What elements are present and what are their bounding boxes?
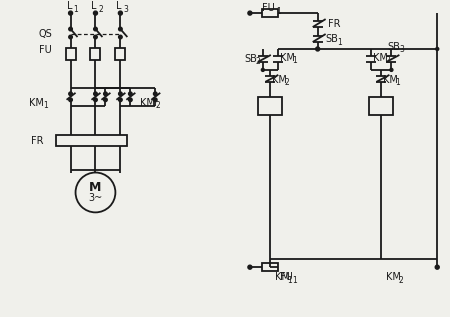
Circle shape xyxy=(261,68,264,71)
Circle shape xyxy=(119,98,122,101)
Circle shape xyxy=(129,92,132,96)
Text: 2: 2 xyxy=(99,5,103,14)
Circle shape xyxy=(104,98,107,101)
Text: L: L xyxy=(91,1,97,11)
Text: M: M xyxy=(89,181,102,194)
Text: 2: 2 xyxy=(385,56,390,65)
Circle shape xyxy=(153,98,157,101)
Circle shape xyxy=(248,11,252,15)
Bar xyxy=(258,97,282,115)
Circle shape xyxy=(94,35,97,39)
Text: 1: 1 xyxy=(292,56,297,65)
Circle shape xyxy=(94,98,97,101)
Text: QS: QS xyxy=(39,29,53,39)
Text: 2: 2 xyxy=(155,101,160,110)
Circle shape xyxy=(315,47,320,51)
Circle shape xyxy=(69,35,72,39)
Text: FR: FR xyxy=(328,19,340,29)
Bar xyxy=(66,48,76,60)
Text: FR: FR xyxy=(31,136,43,146)
Bar xyxy=(115,48,126,60)
Circle shape xyxy=(68,11,72,15)
Text: KM: KM xyxy=(272,75,287,85)
Text: KM: KM xyxy=(383,75,398,85)
Circle shape xyxy=(436,48,439,50)
Circle shape xyxy=(118,11,122,15)
Circle shape xyxy=(119,35,122,39)
Text: SB: SB xyxy=(326,34,338,44)
Circle shape xyxy=(435,265,439,269)
Bar xyxy=(56,135,127,146)
Text: 2: 2 xyxy=(284,78,289,87)
Text: 2: 2 xyxy=(398,276,403,285)
Text: KM: KM xyxy=(275,272,290,282)
Text: 3~: 3~ xyxy=(88,193,103,204)
Text: 1: 1 xyxy=(338,37,342,47)
Text: FU: FU xyxy=(39,45,51,55)
Text: 1: 1 xyxy=(73,5,78,14)
Circle shape xyxy=(119,92,122,96)
Text: KM: KM xyxy=(280,53,295,63)
Circle shape xyxy=(119,27,122,31)
Text: 3: 3 xyxy=(123,5,128,14)
Text: FU: FU xyxy=(262,3,274,13)
Circle shape xyxy=(153,92,157,96)
Text: 1: 1 xyxy=(44,101,49,110)
Text: L: L xyxy=(67,1,72,11)
Circle shape xyxy=(69,92,72,96)
Circle shape xyxy=(69,98,72,101)
Text: 1: 1 xyxy=(276,7,280,16)
Text: SB: SB xyxy=(387,42,400,52)
Text: 2: 2 xyxy=(256,57,261,67)
Circle shape xyxy=(69,27,72,31)
Text: 1: 1 xyxy=(292,276,297,285)
Text: KM: KM xyxy=(387,272,401,282)
Circle shape xyxy=(390,68,393,71)
Circle shape xyxy=(104,92,107,96)
Text: 1: 1 xyxy=(287,276,292,285)
Bar xyxy=(90,48,100,60)
Text: 3: 3 xyxy=(399,45,404,55)
Text: KM: KM xyxy=(140,98,155,108)
Text: 1: 1 xyxy=(396,78,400,87)
Circle shape xyxy=(94,92,97,96)
Circle shape xyxy=(248,265,252,269)
Bar xyxy=(369,97,393,115)
Text: L: L xyxy=(117,1,122,11)
Circle shape xyxy=(129,98,132,101)
Circle shape xyxy=(94,11,98,15)
Text: FU: FU xyxy=(280,272,292,282)
Circle shape xyxy=(94,27,97,31)
Bar xyxy=(262,9,278,17)
Bar xyxy=(262,263,278,271)
Text: SB: SB xyxy=(244,54,257,64)
Text: KM: KM xyxy=(29,98,44,108)
Text: KM: KM xyxy=(374,53,388,63)
